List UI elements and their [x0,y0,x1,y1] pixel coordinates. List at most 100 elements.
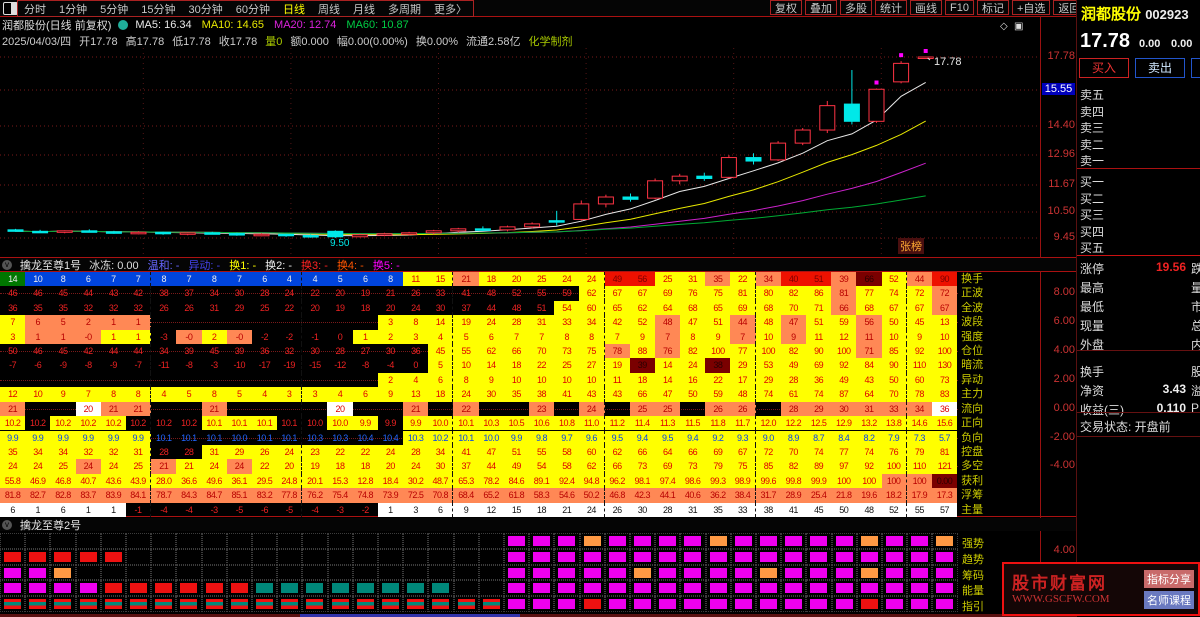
grid-cell [252,315,277,329]
grid-cell [202,373,227,387]
grid-cell: 10.1 [155,432,172,443]
buy-level-2[interactable]: 买二 [1080,191,1105,206]
sell-level-2[interactable]: 卖二 [1080,137,1105,152]
panel-field-partial: 量 [1191,281,1200,295]
grid-cell: 18 [528,502,555,517]
indicator2-block [508,583,525,594]
indicator2-cell [302,533,328,549]
grid-cell: 83 [931,387,958,402]
indicator2-cell [201,548,227,565]
chart-tag[interactable]: 张榜 [898,238,924,254]
period-tab-更多〉[interactable]: 更多〉 [434,3,467,16]
period-tab-多周期[interactable]: 多周期 [388,3,421,16]
indicator1-grid[interactable]: 14 10 8 6 7 7 8 7 8 7 6 4 4 5 6 8 11 15 21 18 20 25 24 24 49 56 25… [0,272,998,517]
action-button-复权[interactable]: 复权 [770,0,802,15]
grid-cell: 84.1 [125,488,152,503]
grid-cell: 29.5 [251,473,278,489]
indicator2-block [382,599,399,610]
indicator2-cell [75,580,101,597]
window-icon[interactable] [3,2,18,15]
period-tab-1分钟[interactable]: 1分钟 [59,3,88,16]
grid-cell: 62 [579,459,605,474]
chevron-down-icon[interactable]: v [2,519,12,530]
buy-button[interactable]: 买入 [1079,58,1129,78]
action-button-F10[interactable]: F10 [945,0,974,15]
indicator2-block [659,551,677,562]
grid-cell: 51 [537,302,547,313]
indicator2-block [533,536,551,546]
grid-cell: 26 [730,401,756,417]
grid-cell: 10.1 [453,416,479,431]
buy-level-1[interactable]: 买一 [1080,175,1105,189]
price-axis-label: 9.45 [1053,231,1075,243]
grid-cell [176,402,201,416]
buy-level-3[interactable]: 买三 [1080,208,1105,222]
more-button[interactable] [1191,58,1200,78]
indicator2-block [306,599,324,610]
period-tab-60分钟[interactable]: 60分钟 [235,3,270,16]
grid-cell: 52 [881,272,907,287]
grid-cell: 65 [705,300,731,316]
grid-cell: 84.6 [503,473,529,489]
quote-field: 幅0.00(0.00%) [336,35,408,48]
sell-level-4[interactable]: 卖四 [1080,104,1105,119]
indicator2-block [886,567,903,578]
period-tab-5分钟[interactable]: 5分钟 [100,3,129,16]
action-button-统计[interactable]: 统计 [875,0,907,15]
price-axis-label: 10.50 [1047,205,1075,217]
indicator2-cell [604,548,630,565]
grid-cell: 78.2 [478,473,504,489]
period-tab-30分钟[interactable]: 30分钟 [188,3,223,16]
sell-button[interactable]: 卖出 [1135,58,1185,78]
action-button-标记[interactable]: 标记 [976,0,1009,15]
buy-level-5[interactable]: 买五 [1080,241,1105,255]
grid-cell: 36 [931,401,958,417]
grid-cell [277,401,303,417]
grid-cell: 76 [881,444,907,460]
grid-cell [353,402,378,416]
candlestick-chart[interactable]: 17.78 9.50 [0,48,1040,258]
grid-cell: 46.8 [50,473,76,489]
chevron-down-icon[interactable]: v [2,259,12,270]
sell-level-3[interactable]: 卖三 [1080,121,1105,135]
indicator2-grid[interactable] [0,533,958,612]
indicator2-header[interactable]: v 擒龙至尊2号 [0,518,1076,532]
grid-cell: 24 [554,272,580,287]
grid-cell: 50 [680,387,706,402]
action-button-叠加[interactable]: 叠加 [805,0,837,15]
indicator2-block [256,583,273,594]
indicator2-block [886,551,903,562]
buy-level-4[interactable]: 买四 [1080,224,1105,239]
indicator1-axis-label: -4.00 [1049,459,1075,471]
grid-cell: -0 [176,329,202,345]
grid-cell: 37 [184,288,194,299]
marker-icon[interactable] [118,19,129,30]
indicator2-cell [0,596,26,612]
panel-field-partial: 股 [1191,365,1200,379]
indicator1-header[interactable]: v 擒龙至尊1号 冰冻: 0.00 温和: - 异动: - 换1: - 换2: - 换3:… [0,258,1076,272]
indicator2-block [583,551,601,562]
indicator2-cell [403,533,429,549]
sell-level-1[interactable]: 卖一 [1080,154,1105,168]
period-tab-日线[interactable]: 日线 [283,3,305,16]
period-tab-分时[interactable]: 分时 [24,3,46,16]
action-button-多股[interactable]: 多股 [840,0,872,15]
grid-cell: 8 [100,387,126,402]
grid-cell: 20 [310,302,320,313]
price-axis-label: 11.67 [1048,178,1075,190]
period-tab-15分钟[interactable]: 15分钟 [141,3,176,16]
grid-cell: 81.8 [0,488,26,503]
sell-level-5[interactable]: 卖五 [1080,88,1105,102]
action-button-+自选[interactable]: +自选 [1011,0,1051,15]
action-button-画线[interactable]: 画线 [910,0,942,15]
period-tab-月线[interactable]: 月线 [353,3,375,16]
grid-cell: 18 [503,358,529,373]
indicator2-block [936,536,954,546]
period-tab-周线[interactable]: 周线 [318,3,340,16]
grid-cell: 7.3 [906,430,932,445]
grid-cell [504,402,529,416]
layout-icon[interactable]: ▣ [1014,21,1024,32]
diamond-icon[interactable]: ◇ [1000,21,1008,32]
indicator2-cell [126,596,152,612]
grid-cell: 57 [931,502,958,517]
